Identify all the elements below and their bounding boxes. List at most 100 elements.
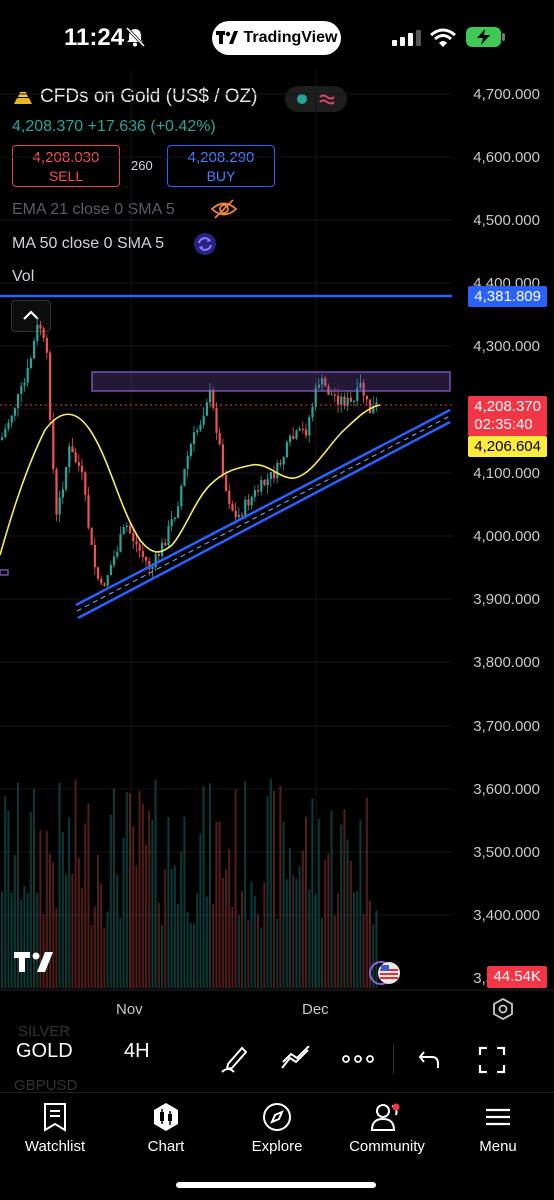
left-zone-marker (0, 569, 9, 576)
interval-switcher[interactable]: 4H (124, 1040, 150, 1062)
candle-body (29, 358, 32, 369)
more-options-icon[interactable] (342, 1053, 374, 1065)
candle-body (212, 389, 215, 408)
collapse-legend-button[interactable] (11, 300, 51, 332)
nav-chart-label: Chart (147, 1138, 185, 1155)
candle-body (68, 446, 71, 467)
eye-hidden-icon[interactable] (210, 198, 238, 220)
candle-body (228, 490, 231, 505)
drawing-favorites-icon[interactable] (280, 1046, 312, 1072)
volume-bar (4, 796, 7, 988)
volume-bar (65, 874, 67, 988)
candle-body (106, 575, 109, 586)
volume-bar (170, 868, 173, 988)
refresh-icon[interactable] (192, 232, 218, 256)
volume-bar (13, 854, 16, 988)
candle-body (173, 517, 176, 520)
volume-bar (84, 823, 87, 988)
volume-bar (71, 874, 74, 988)
candle-body (218, 432, 221, 445)
ema-indicator-legend[interactable]: EMA 21 close 0 SMA 5 (12, 201, 175, 218)
candle-body (157, 554, 160, 556)
volume-tag: 44.54K (487, 966, 547, 988)
volume-bar (234, 789, 237, 988)
volume-bar (58, 782, 61, 988)
volume-bar (343, 809, 346, 988)
candle-body (180, 485, 183, 507)
candle-body (154, 554, 157, 568)
volume-bar (196, 893, 199, 988)
resistance-zone[interactable] (91, 371, 451, 392)
volume-bar (289, 848, 291, 988)
volume-bar (109, 814, 112, 988)
undo-icon[interactable] (418, 1048, 442, 1070)
volume-bar (279, 785, 282, 988)
watchlist-icon (44, 1103, 66, 1132)
volume-bar (250, 881, 253, 988)
candle-body (225, 475, 228, 491)
hamburger-menu-icon (486, 1108, 510, 1126)
candle-body (183, 468, 186, 486)
volume-bar (356, 890, 359, 988)
fullscreen-icon[interactable] (478, 1046, 506, 1074)
time-axis-label: Dec (302, 1001, 329, 1018)
trend-channel[interactable] (75, 408, 451, 620)
home-indicator (176, 1182, 376, 1188)
app-pill[interactable]: TradingView (212, 21, 341, 55)
current-price-tag: 4,208.370 02:35:40 (468, 396, 547, 436)
delayed-data-icon (319, 94, 335, 105)
volume-bar (116, 874, 119, 988)
symbol-header[interactable]: CFDs on Gold (US$ / OZ) (12, 86, 258, 108)
price-axis-label: 4,600.000 (473, 149, 540, 166)
candle-body (23, 382, 26, 386)
compass-icon (263, 1103, 291, 1131)
nav-explore[interactable]: Explore (232, 1102, 322, 1155)
candle-body (39, 324, 42, 329)
nav-community-label: Community (349, 1138, 425, 1155)
volume-bar (173, 865, 176, 988)
candle-body (365, 395, 368, 400)
volume-bar (42, 914, 45, 988)
volume-indicator-legend[interactable]: Vol (12, 268, 35, 285)
candle-body (100, 578, 103, 584)
volume-bar (148, 810, 151, 988)
ma-indicator-legend[interactable]: MA 50 close 0 SMA 5 (12, 235, 165, 252)
volume-bar (90, 924, 93, 988)
nav-menu[interactable]: Menu (453, 1102, 543, 1155)
volume-bar (237, 915, 240, 988)
candle-body (356, 387, 359, 401)
volume-bars (1, 778, 378, 988)
us-flag-icon[interactable] (368, 960, 404, 986)
symbol-switcher[interactable]: GOLD (16, 1040, 73, 1062)
volume-bar (321, 917, 323, 988)
volume-bar (74, 779, 77, 988)
candle-body (116, 551, 119, 557)
volume-bar (260, 927, 263, 988)
candle-body (253, 490, 256, 497)
candle-body (234, 510, 237, 518)
battery-charging-icon (466, 27, 505, 47)
nav-watchlist[interactable]: Watchlist (10, 1102, 100, 1155)
candle-body (145, 556, 148, 561)
candle-body (167, 526, 170, 546)
volume-bar (311, 798, 314, 988)
volume-bar (97, 854, 99, 988)
nav-chart[interactable]: Chart (121, 1102, 211, 1155)
candle-body (113, 556, 116, 566)
candle-body (20, 385, 23, 394)
chart-settings-icon[interactable] (492, 998, 514, 1020)
volume-bar (244, 781, 247, 988)
last-price: 4,208.370 (12, 118, 84, 135)
volume-bar (353, 892, 355, 988)
nav-community[interactable]: Community (342, 1102, 432, 1155)
volume-bar (327, 853, 330, 988)
volume-bar (189, 923, 192, 988)
candle-body (36, 324, 39, 342)
chart-candles-icon (154, 1103, 178, 1131)
candle-body (311, 406, 314, 418)
level-line-tag[interactable]: 4,381.809 (468, 286, 547, 307)
candle-body (292, 435, 295, 439)
drawing-tool-icon[interactable] (220, 1044, 248, 1074)
volume-bar (314, 894, 317, 988)
